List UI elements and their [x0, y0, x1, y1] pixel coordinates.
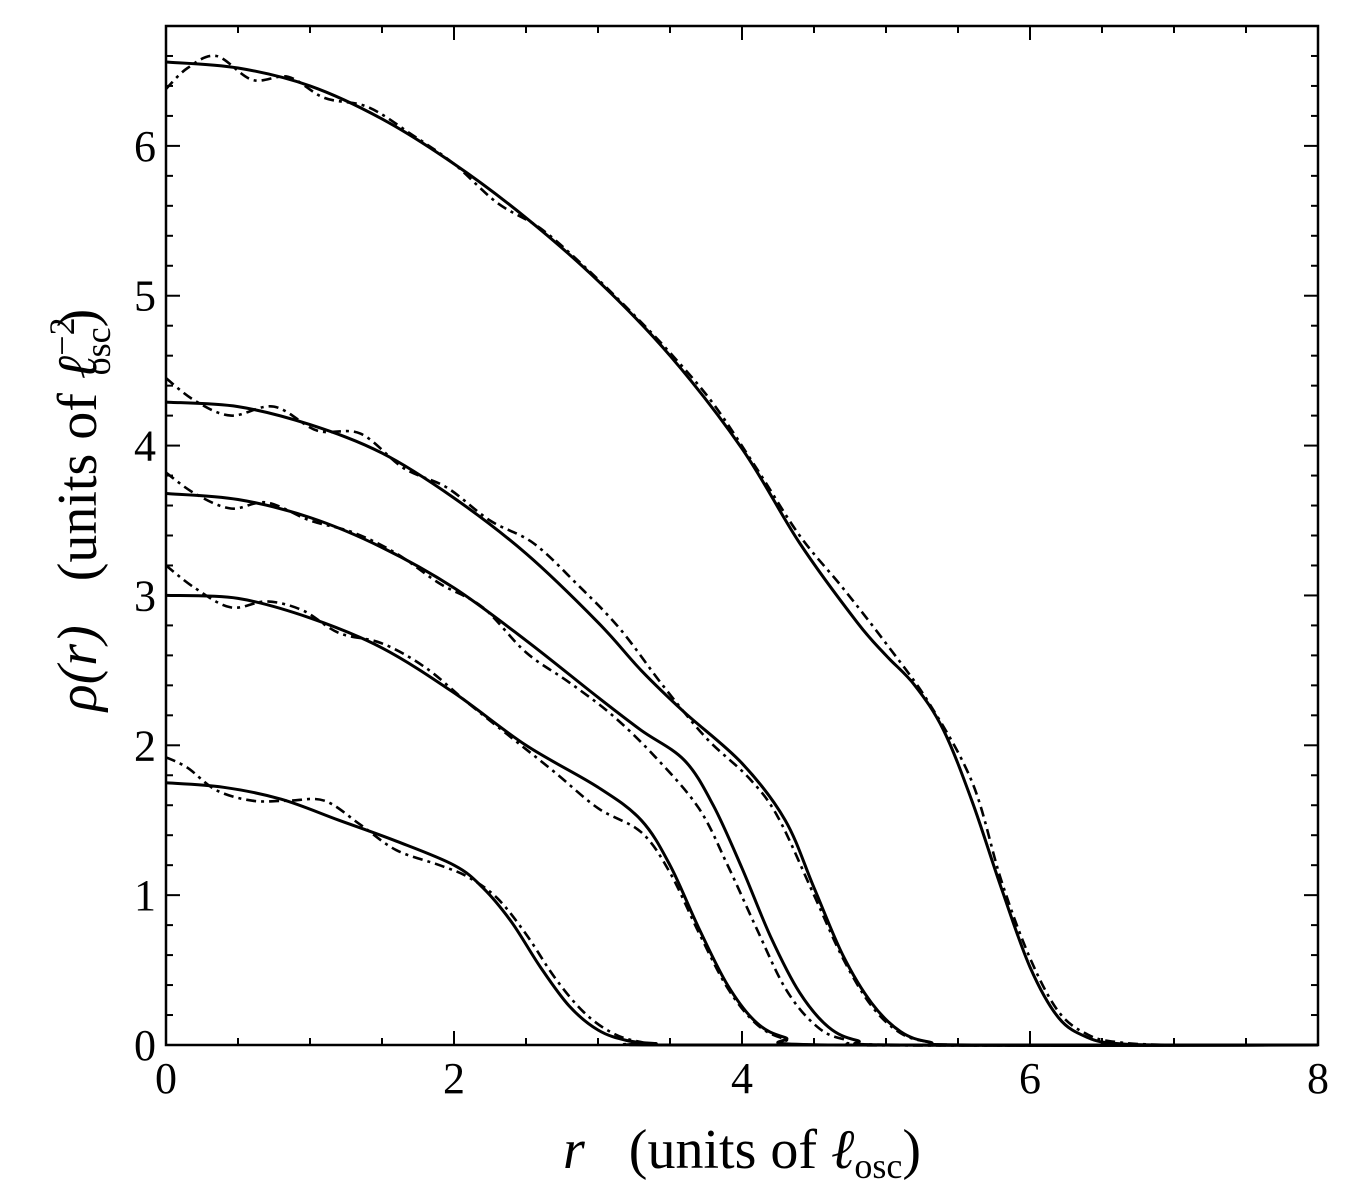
y-tick-label: 2 — [134, 721, 156, 770]
x-tick-label: 0 — [155, 1054, 177, 1103]
y-tick-label: 6 — [134, 122, 156, 171]
x-tick-label: 6 — [1019, 1054, 1041, 1103]
series-line-10-dashdot — [165, 54, 1319, 1047]
y-tick-label: 4 — [134, 422, 156, 471]
series-line-4-dashdot — [165, 564, 1319, 1047]
y-tick-label: 1 — [134, 871, 156, 920]
x-axis-label: r (units of ℓosc) — [563, 1119, 921, 1184]
axis-tick-labels: 0 2 4 6 8 0 1 2 3 4 5 6 — [134, 122, 1329, 1103]
y-axis-label: ρ(r) (units of ℓ−2osc) — [42, 309, 118, 713]
series-line-8-dashdot — [165, 377, 1319, 1047]
y-tick-label: 0 — [134, 1021, 156, 1070]
x-tick-label: 8 — [1307, 1054, 1329, 1103]
y-tick-label: 3 — [134, 571, 156, 620]
axis-ticks — [165, 25, 1319, 1046]
x-tick-label: 4 — [731, 1054, 753, 1103]
series-line-7-solid — [165, 400, 1319, 1047]
series-curves — [165, 54, 1319, 1048]
plot-frame — [164, 24, 1320, 1047]
series-line-6-dashdot — [165, 471, 1319, 1047]
x-tick-label: 2 — [443, 1054, 465, 1103]
series-line-2-dashdot — [165, 756, 1319, 1047]
y-tick-label: 5 — [134, 272, 156, 321]
series-line-9-solid — [165, 60, 1319, 1047]
